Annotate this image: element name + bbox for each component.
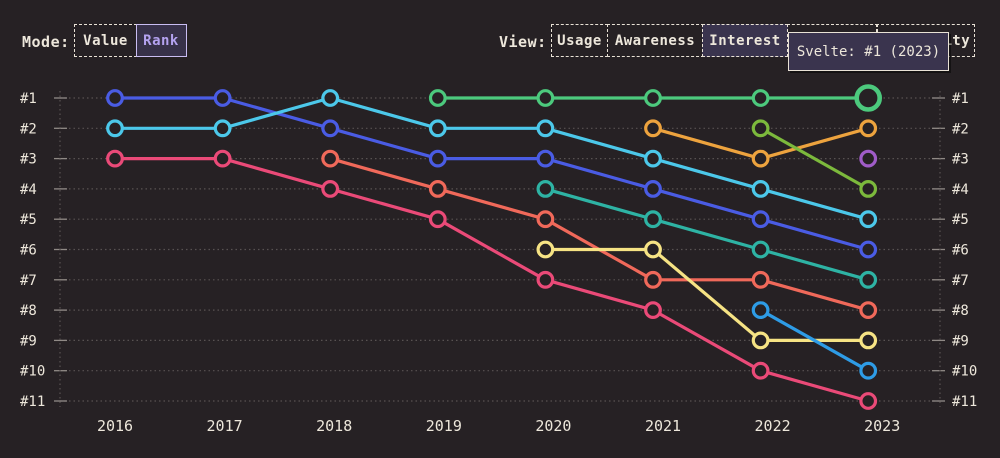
view-label: View: [499,33,547,51]
data-point-indigo-2017[interactable] [213,89,232,107]
data-point-indigo-2022[interactable] [751,210,770,229]
data-point-orange-2021[interactable] [644,119,662,138]
data-point-teal-2022[interactable] [751,240,770,259]
data-point-cyan-2016[interactable] [106,119,124,138]
series-line-teal[interactable] [543,187,870,282]
series-line-salmon[interactable] [328,157,870,312]
data-point-yellow-2022[interactable] [751,331,770,350]
data-point-cyan-2018[interactable] [321,89,340,107]
y-axis-label-right: #9 [952,333,969,349]
x-axis-label-2017: 2017 [207,417,243,435]
data-point-cyan-2021[interactable] [644,149,662,168]
data-point-svelte-2019[interactable] [428,89,447,107]
data-point-salmon-2018[interactable] [321,149,340,168]
hover-tooltip: Svelte: #1 (2023) [788,32,949,71]
data-point-orange-2022[interactable] [751,149,770,168]
data-point-cyan-2020[interactable] [536,119,555,138]
mode-toggle-group: Value Rank [74,24,187,57]
series-line-indigo[interactable] [113,96,870,252]
y-axis-label-right: #6 [952,243,969,259]
y-axis-label-left: #2 [20,121,37,137]
data-point-salmon-2022[interactable] [751,270,770,289]
y-axis-label-right: #11 [952,394,977,410]
data-point-pink-2017[interactable] [213,149,232,168]
data-point-pink-2019[interactable] [428,210,447,229]
data-point-yellow-2021[interactable] [644,240,662,259]
data-point-purple-2023[interactable] [859,149,878,168]
y-axis-label-left: #6 [20,243,37,259]
x-axis-label-2018: 2018 [316,417,352,435]
y-axis-label-left: #5 [20,212,37,228]
y-axis-label-right: #5 [952,212,969,228]
series-line-cyan[interactable] [113,96,870,221]
data-point-cyan-2022[interactable] [751,179,770,198]
y-axis-label-left: #10 [20,364,45,380]
y-axis-label-right: #2 [952,121,969,137]
tooltip-text: Svelte: #1 (2023) [796,43,941,60]
y-axis-label-left: #3 [20,152,37,168]
series-line-pink[interactable] [113,157,870,403]
data-point-indigo-2019[interactable] [428,149,447,168]
data-point-cyan-2023[interactable] [859,210,878,229]
y-axis-label-left: #8 [20,303,37,319]
data-point-orange-2023[interactable] [859,119,878,138]
x-axis-label-2016: 2016 [97,417,133,435]
data-point-indigo-2023[interactable] [859,240,878,259]
y-axis-label-left: #11 [20,394,45,410]
data-point-cyan-2017[interactable] [213,119,232,138]
data-point-azure-2023[interactable] [859,361,878,380]
x-axis-label-2022: 2022 [755,417,791,435]
data-point-indigo-2016[interactable] [106,89,124,107]
data-point-yellow-2023[interactable] [859,331,878,350]
y-axis-label-left: #4 [20,182,37,198]
x-axis-label-2023: 2023 [864,417,900,435]
y-axis-label-right: #10 [952,364,977,380]
x-axis-label-2020: 2020 [535,417,571,435]
data-point-pink-2018[interactable] [321,179,340,198]
data-point-indigo-2018[interactable] [321,119,340,138]
data-point-salmon-2023[interactable] [859,301,878,320]
mode-option-rank[interactable]: Rank [135,24,187,57]
data-point-teal-2023[interactable] [859,270,878,289]
data-point-pink-2020[interactable] [536,270,555,289]
y-axis-label-right: #4 [952,182,969,198]
view-option-interest[interactable]: Interest [702,24,788,57]
data-point-yellow-2020[interactable] [536,240,555,259]
data-point-salmon-2019[interactable] [428,179,447,198]
data-point-pink-2021[interactable] [644,301,662,320]
view-option-usage[interactable]: Usage [551,24,608,57]
x-axis-label-2021: 2021 [645,417,681,435]
y-axis-label-left: #1 [20,91,37,107]
data-point-salmon-2021[interactable] [644,270,662,289]
data-point-indigo-2021[interactable] [644,179,662,198]
data-point-svelte-2020[interactable] [536,89,555,107]
data-point-salmon-2020[interactable] [536,210,555,229]
y-axis-label-right: #8 [952,303,969,319]
y-axis-label-right: #3 [952,152,969,168]
data-point-teal-2020[interactable] [536,179,555,198]
series-line-olive[interactable] [758,126,870,191]
data-point-olive-2023[interactable] [859,179,878,198]
data-point-olive-2022[interactable] [751,119,770,138]
y-axis-label-right: #1 [952,91,969,107]
data-point-azure-2022[interactable] [751,301,770,320]
highlighted-data-point-svelte-2023[interactable] [854,84,883,112]
data-point-teal-2021[interactable] [644,210,662,229]
y-axis-label-left: #7 [20,273,37,289]
data-point-pink-2022[interactable] [751,361,770,380]
data-point-pink-2023[interactable] [859,392,878,410]
y-axis-label-left: #9 [20,333,37,349]
data-point-svelte-2022[interactable] [751,89,770,107]
data-point-indigo-2020[interactable] [536,149,555,168]
x-axis-label-2019: 2019 [426,417,462,435]
mode-label: Mode: [22,33,70,51]
data-point-svelte-2021[interactable] [644,89,662,107]
series-line-azure[interactable] [758,308,870,373]
y-axis-label-right: #7 [952,273,969,289]
data-point-cyan-2019[interactable] [428,119,447,138]
data-point-pink-2016[interactable] [106,149,124,168]
